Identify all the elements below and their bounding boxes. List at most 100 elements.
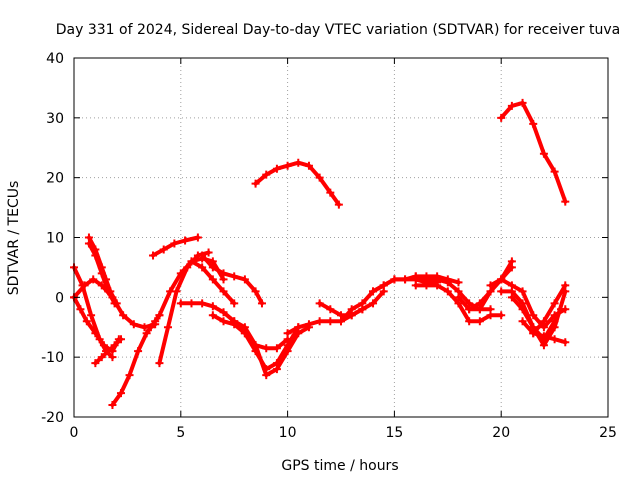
data-point <box>454 293 463 302</box>
data-point <box>507 101 516 110</box>
data-point <box>262 170 271 179</box>
data-point <box>529 311 538 320</box>
series-s11 <box>198 251 266 308</box>
data-point <box>369 299 378 308</box>
data-point <box>272 344 281 353</box>
data-point <box>240 275 249 284</box>
data-point <box>539 332 548 341</box>
data-point <box>379 281 388 290</box>
data-point <box>561 281 570 290</box>
data-point <box>486 281 495 290</box>
x-tick-label: 25 <box>599 425 617 441</box>
data-point <box>119 311 128 320</box>
data-point <box>187 299 196 308</box>
data-point <box>475 317 484 326</box>
data-point <box>497 311 506 320</box>
data-point <box>539 317 548 326</box>
data-point <box>230 272 239 281</box>
data-point <box>507 257 516 266</box>
x-tick-label: 0 <box>70 425 79 441</box>
data-point <box>82 317 91 326</box>
data-point <box>87 311 96 320</box>
data-point <box>146 323 155 332</box>
y-tick-label: 0 <box>55 290 64 306</box>
data-point <box>529 119 538 128</box>
data-point <box>163 323 172 332</box>
data-point <box>84 239 93 248</box>
data-point <box>262 371 271 380</box>
data-point <box>315 173 324 182</box>
series-s8 <box>149 233 202 260</box>
x-tick-label: 20 <box>492 425 510 441</box>
data-point <box>193 233 202 242</box>
series-s29 <box>518 317 570 347</box>
data-point <box>230 299 239 308</box>
data-point <box>561 197 570 206</box>
data-point <box>272 365 281 374</box>
data-point <box>497 275 506 284</box>
series-s25 <box>497 98 570 206</box>
data-point <box>518 287 527 296</box>
data-point <box>337 317 345 326</box>
data-point <box>76 305 85 314</box>
x-tick-label: 15 <box>385 425 403 441</box>
data-point <box>422 281 431 290</box>
data-point <box>251 287 260 296</box>
series-s12 <box>187 257 239 308</box>
series-line <box>531 283 568 336</box>
data-point <box>198 251 207 260</box>
data-point <box>116 335 125 344</box>
data-point <box>497 113 506 122</box>
data-point <box>198 263 207 272</box>
data-point <box>91 251 100 260</box>
data-point <box>159 245 168 254</box>
data-point <box>272 164 281 173</box>
series-line <box>232 319 311 378</box>
data-point <box>142 329 151 338</box>
data-point <box>155 311 164 320</box>
data-point <box>486 311 495 320</box>
data-point <box>219 287 228 296</box>
data-point <box>358 299 367 308</box>
data-point <box>518 317 527 326</box>
data-point <box>304 161 313 170</box>
data-point <box>539 341 548 350</box>
x-tick-label: 10 <box>279 425 297 441</box>
series-s5 <box>91 335 125 368</box>
data-point <box>315 317 324 326</box>
series-s30 <box>529 281 570 338</box>
data-point <box>219 317 228 326</box>
data-point <box>518 98 527 107</box>
data-point <box>294 158 303 167</box>
data-point <box>326 305 335 314</box>
series-s16 <box>251 158 343 209</box>
data-point <box>99 341 108 350</box>
data-point <box>283 329 292 338</box>
data-point <box>198 299 207 308</box>
data-point <box>208 302 217 311</box>
data-point <box>550 299 559 308</box>
data-point <box>187 257 196 266</box>
data-point <box>262 344 271 353</box>
data-point <box>334 200 343 209</box>
y-tick-label: -20 <box>41 410 64 426</box>
data-point <box>251 179 260 188</box>
data-point <box>176 299 185 308</box>
data-point <box>97 281 106 290</box>
series-s22 <box>411 281 506 326</box>
data-point <box>465 305 474 314</box>
y-tick-label: 30 <box>46 111 64 127</box>
data-point <box>166 287 175 296</box>
data-point <box>251 341 260 350</box>
data-point <box>89 275 98 284</box>
y-tick-label: -10 <box>41 350 64 366</box>
data-point <box>91 329 100 338</box>
data-point <box>411 281 420 290</box>
data-point <box>149 251 158 260</box>
data-point <box>125 371 134 380</box>
data-point <box>176 269 185 278</box>
data-point <box>454 278 463 287</box>
data-point <box>116 389 125 398</box>
data-point <box>550 335 559 344</box>
